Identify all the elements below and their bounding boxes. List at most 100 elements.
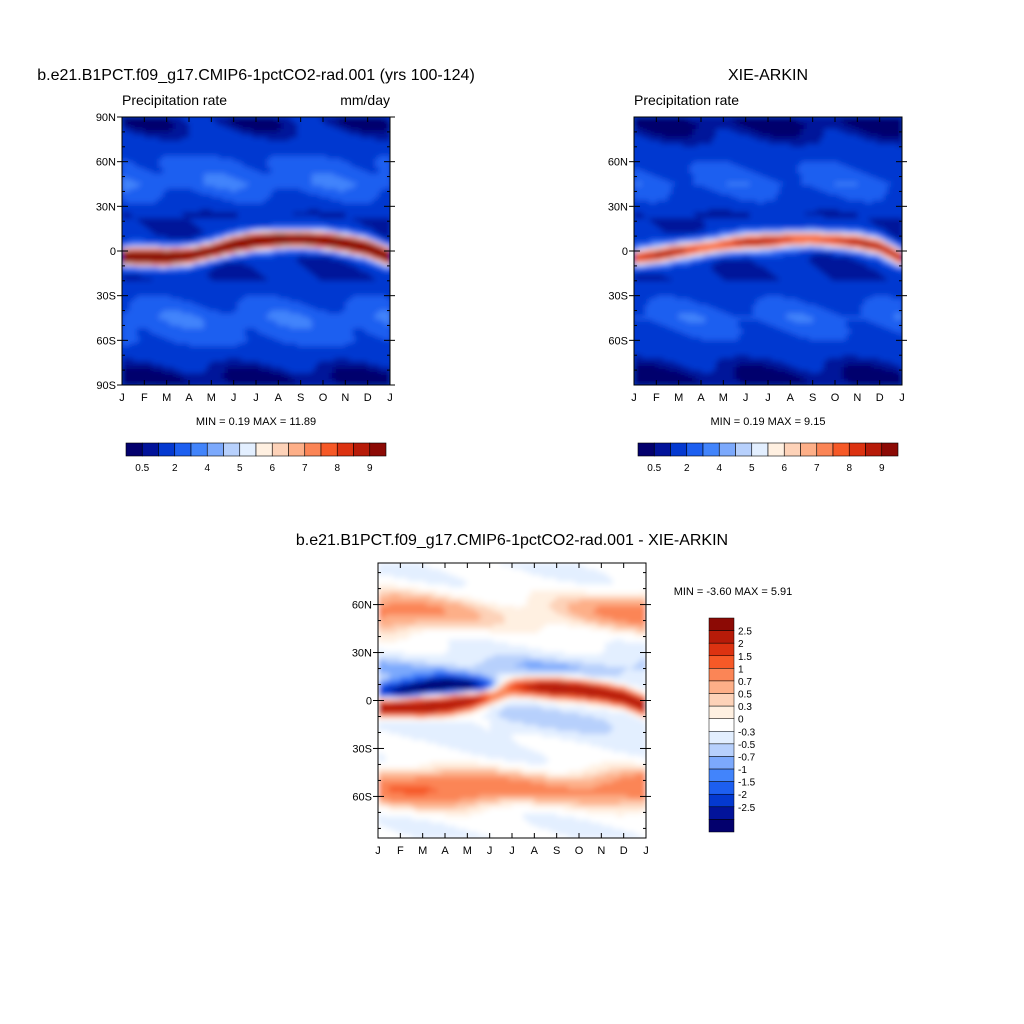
y-tick-label: 90S [96, 380, 116, 392]
x-tick-label: M [207, 392, 216, 404]
colorbar-swatch [320, 442, 338, 457]
colorbar-swatch [708, 642, 735, 657]
colorbar-label: 5 [749, 463, 755, 474]
colorbar-label: 8 [334, 463, 340, 474]
colorbar-label: -2 [738, 790, 747, 801]
colorbar-label: 0.5 [135, 463, 149, 474]
panel-diff-axes: J F M A M J J A S O N D J 60N 30N 0 30S 60S [352, 563, 651, 857]
colorbar-swatch [708, 617, 735, 631]
colorbar-label: 4 [716, 463, 722, 474]
panel-model-minmax: MIN = 0.19 MAX = 11.89 [196, 416, 316, 428]
panel-diff: b.e21.B1PCT.f09_g17.CMIP6-1pctCO2-rad.00… [296, 532, 792, 857]
colorbar-swatch [708, 793, 735, 808]
colorbar-label: 0.5 [647, 463, 661, 474]
x-tick-label: O [319, 392, 328, 404]
x-tick-label: F [653, 392, 660, 404]
colorbar-label: 0 [738, 715, 744, 726]
colorbar-swatch [353, 442, 371, 457]
panel-model-colorbar: 0.5 2 4 5 6 7 8 9 [125, 442, 387, 474]
y-tick-label: 0 [366, 696, 372, 708]
y-tick-label: 60S [352, 791, 372, 803]
colorbar-swatch [708, 630, 735, 644]
colorbar-swatch [223, 442, 241, 457]
colorbar-swatch [708, 731, 735, 745]
colorbar-label: 2 [738, 639, 744, 650]
colorbar-swatch [158, 442, 176, 457]
colorbar-swatch [708, 806, 735, 820]
colorbar-swatch [708, 768, 735, 782]
panel-model-title: b.e21.B1PCT.f09_g17.CMIP6-1pctCO2-rad.00… [37, 67, 475, 84]
y-tick-label: 60S [96, 335, 116, 347]
colorbar-label: 9 [879, 463, 885, 474]
x-tick-label: M [674, 392, 683, 404]
x-tick-label: A [697, 392, 705, 404]
colorbar-swatch [865, 442, 883, 457]
colorbar-label: 6 [269, 463, 275, 474]
panel-obs-axes: J F M A M J J A S O N D J 60N 30N 0 30S 60S [608, 117, 907, 404]
y-tick-label: 30S [352, 743, 372, 755]
colorbar-swatch [708, 781, 735, 795]
colorbar-swatch [239, 442, 257, 457]
panel-obs: XIE-ARKIN Precipitation rate J F M A M J J A S O N… [608, 67, 907, 474]
colorbar-label: -0.7 [738, 752, 756, 763]
colorbar-swatch [783, 442, 801, 457]
x-tick-label: S [553, 845, 560, 857]
x-tick-label: M [719, 392, 728, 404]
colorbar-label: 4 [204, 463, 210, 474]
colorbar-label: 2 [684, 463, 690, 474]
x-tick-label: J [253, 392, 259, 404]
colorbar-label: -1.5 [738, 778, 756, 789]
colorbar-label: 7 [302, 463, 308, 474]
colorbar-swatch [708, 819, 735, 833]
colorbar-label: 0.5 [738, 690, 752, 701]
colorbar-swatch [369, 442, 387, 457]
colorbar-swatch [141, 442, 159, 457]
colorbar-label: -2.5 [738, 803, 756, 814]
panel-model-axes: J F M A M J J A S O N D J 90N 60N 30N 0 30S 60S 90S [96, 112, 395, 404]
x-tick-label: A [185, 392, 193, 404]
x-tick-label: J [119, 392, 125, 404]
x-tick-label: F [397, 845, 404, 857]
panel-obs-minmax: MIN = 0.19 MAX = 9.15 [711, 416, 826, 428]
x-tick-label: J [387, 392, 393, 404]
colorbar-swatch [702, 442, 720, 457]
x-tick-label: J [899, 392, 905, 404]
y-tick-label: 60N [96, 157, 116, 169]
y-tick-label: 0 [110, 246, 116, 258]
x-tick-label: J [631, 392, 637, 404]
colorbar-swatch [708, 693, 735, 707]
y-tick-label: 90N [96, 112, 116, 124]
colorbar-label: 1.5 [738, 652, 752, 663]
colorbar-swatch [751, 442, 769, 457]
x-tick-label: A [441, 845, 449, 857]
colorbar-swatch [832, 442, 850, 457]
y-tick-label: 0 [622, 246, 628, 258]
colorbar-swatch [767, 442, 785, 457]
colorbar-swatch [708, 743, 735, 757]
colorbar-swatch [848, 442, 866, 457]
y-tick-label: 30N [96, 201, 116, 213]
colorbar-swatch [816, 442, 834, 457]
colorbar-label: 2.5 [738, 627, 752, 638]
panel-model-contour-field [122, 117, 390, 385]
colorbar-swatch [670, 442, 688, 457]
x-tick-label: D [620, 845, 628, 857]
x-tick-label: M [418, 845, 427, 857]
colorbar-swatch [708, 668, 735, 682]
colorbar-swatch [800, 442, 818, 457]
y-tick-label: 30N [352, 648, 372, 660]
colorbar-swatch [718, 442, 736, 457]
colorbar-label: 6 [781, 463, 787, 474]
x-tick-label: S [297, 392, 304, 404]
colorbar-swatch [304, 442, 322, 457]
x-tick-label: F [141, 392, 148, 404]
colorbar-swatch [336, 442, 354, 457]
x-tick-label: O [831, 392, 840, 404]
colorbar-label: -1 [738, 765, 747, 776]
y-tick-label: 60N [608, 157, 628, 169]
panel-diff-colorbar: 2.52 1.51 0.7 0.50.3 0-0.3 -0.5-0.7 -1 -1.5-2 -2… [708, 617, 756, 833]
colorbar-swatch [708, 705, 735, 719]
x-tick-label: J [231, 392, 237, 404]
colorbar-swatch [708, 655, 735, 669]
